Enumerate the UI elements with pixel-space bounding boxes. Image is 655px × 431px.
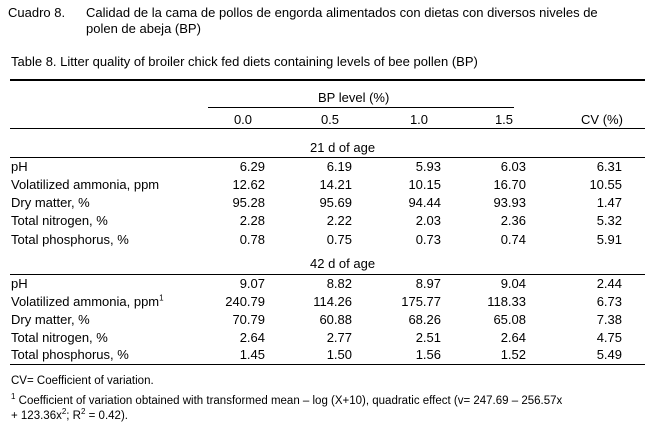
cell: 1.56 bbox=[415, 347, 441, 362]
cell: 5.91 bbox=[596, 232, 622, 247]
footnote-1-marker: 1 bbox=[11, 392, 16, 402]
cell: 2.28 bbox=[239, 213, 265, 228]
cell: 10.15 bbox=[408, 177, 441, 192]
cell: 68.26 bbox=[408, 312, 441, 327]
cell: 60.88 bbox=[319, 312, 352, 327]
footnote-1-text-b: ; R bbox=[66, 410, 81, 422]
header-bottom-rule bbox=[10, 128, 645, 129]
cell: 65.08 bbox=[493, 312, 526, 327]
footnote-1-line1: 1 Coefficient of variation obtained with… bbox=[11, 392, 563, 408]
row-label-text: Volatilized ammonia, ppm bbox=[11, 294, 160, 309]
table-bottom-rule bbox=[10, 364, 645, 365]
cell: 2.64 bbox=[239, 330, 265, 345]
row-label: pH bbox=[11, 159, 28, 174]
row-label: Dry matter, % bbox=[11, 195, 90, 210]
footnote-marker: 1 bbox=[159, 293, 164, 303]
row-label: Total phosphorus, % bbox=[11, 347, 129, 362]
cell: 240.79 bbox=[225, 294, 265, 309]
footnote-1-sup-a: 2 bbox=[61, 407, 67, 417]
footnote-1-sup-b: 2 bbox=[81, 407, 86, 417]
section-rule-21d bbox=[10, 157, 645, 158]
cell: 16.70 bbox=[493, 177, 526, 192]
cell: 95.69 bbox=[319, 195, 352, 210]
row-label: Total phosphorus, % bbox=[11, 232, 129, 247]
cell: 2.77 bbox=[326, 330, 352, 345]
section-title: 42 d of age bbox=[310, 256, 376, 271]
footnote-1-text-c: = 0.42). bbox=[85, 410, 128, 422]
row-label: Total nitrogen, % bbox=[11, 330, 108, 345]
footnote-1-text: Coefficient of variation obtained with t… bbox=[18, 395, 563, 407]
row-label: Total nitrogen, % bbox=[11, 213, 108, 228]
cell: 10.55 bbox=[589, 177, 622, 192]
cell: 7.38 bbox=[596, 312, 622, 327]
cell: 4.75 bbox=[596, 330, 622, 345]
cell: 6.31 bbox=[596, 159, 622, 174]
cell: 12.62 bbox=[232, 177, 265, 192]
caption-en: Table 8. Litter quality of broiler chick… bbox=[11, 54, 478, 69]
cell: 70.79 bbox=[232, 312, 265, 327]
cell: 2.22 bbox=[326, 213, 352, 228]
group-header: BP level (%) bbox=[318, 90, 390, 105]
column-header-cv: CV (%) bbox=[581, 112, 623, 127]
cell: 8.82 bbox=[326, 276, 352, 291]
cell: 9.04 bbox=[500, 276, 526, 291]
section-rule-42d bbox=[10, 274, 645, 275]
cell: 175.77 bbox=[401, 294, 441, 309]
column-header: 1.0 bbox=[409, 112, 429, 127]
cell: 2.51 bbox=[415, 330, 441, 345]
cell: 93.93 bbox=[493, 195, 526, 210]
row-label: Volatilized ammonia, ppm bbox=[11, 177, 160, 192]
cell: 114.26 bbox=[313, 294, 352, 309]
column-header: 1.5 bbox=[494, 112, 514, 127]
cell: 6.73 bbox=[596, 294, 622, 309]
cell: 2.64 bbox=[500, 330, 526, 345]
cell: 95.28 bbox=[232, 195, 265, 210]
cell: 0.74 bbox=[500, 232, 526, 247]
cell: 2.44 bbox=[596, 276, 622, 291]
row-label: pH bbox=[11, 276, 28, 291]
column-header: 0.5 bbox=[320, 112, 340, 127]
caption-es-line1: Calidad de la cama de pollos de engorda … bbox=[86, 5, 598, 20]
cell: 5.93 bbox=[415, 159, 441, 174]
footnote-cv: CV= Coefficient of variation. bbox=[11, 375, 154, 387]
cell: 0.75 bbox=[326, 232, 352, 247]
cell: 2.03 bbox=[415, 213, 441, 228]
cell: 0.78 bbox=[239, 232, 265, 247]
table-top-rule bbox=[10, 79, 645, 81]
cell: 1.47 bbox=[596, 195, 622, 210]
cell: 6.03 bbox=[500, 159, 526, 174]
caption-es-label: Cuadro 8. bbox=[8, 5, 66, 20]
cell: 1.50 bbox=[326, 347, 352, 362]
cell: 5.49 bbox=[596, 347, 622, 362]
cell: 0.73 bbox=[415, 232, 441, 247]
cell: 94.44 bbox=[408, 195, 441, 210]
row-label: Volatilized ammonia, ppm1 bbox=[11, 294, 164, 310]
cell: 2.36 bbox=[500, 213, 526, 228]
row-label: Dry matter, % bbox=[11, 312, 90, 327]
cell: 8.97 bbox=[415, 276, 441, 291]
group-header-rule bbox=[208, 107, 514, 108]
cell: 6.19 bbox=[326, 159, 352, 174]
footnote-1-line2: + 123.36x2; R2 = 0.42). bbox=[11, 407, 128, 423]
section-title: 21 d of age bbox=[310, 140, 376, 155]
caption-es-line2: polen de abeja (BP) bbox=[86, 21, 201, 36]
cell: 118.33 bbox=[487, 294, 526, 309]
cell: 5.32 bbox=[596, 213, 622, 228]
cell: 1.45 bbox=[239, 347, 265, 362]
cell: 1.52 bbox=[500, 347, 526, 362]
column-header: 0.0 bbox=[233, 112, 253, 127]
cell: 14.21 bbox=[319, 177, 352, 192]
footnote-1-text-a: + 123.36x bbox=[11, 410, 62, 422]
cell: 9.07 bbox=[239, 276, 265, 291]
cell: 6.29 bbox=[239, 159, 265, 174]
